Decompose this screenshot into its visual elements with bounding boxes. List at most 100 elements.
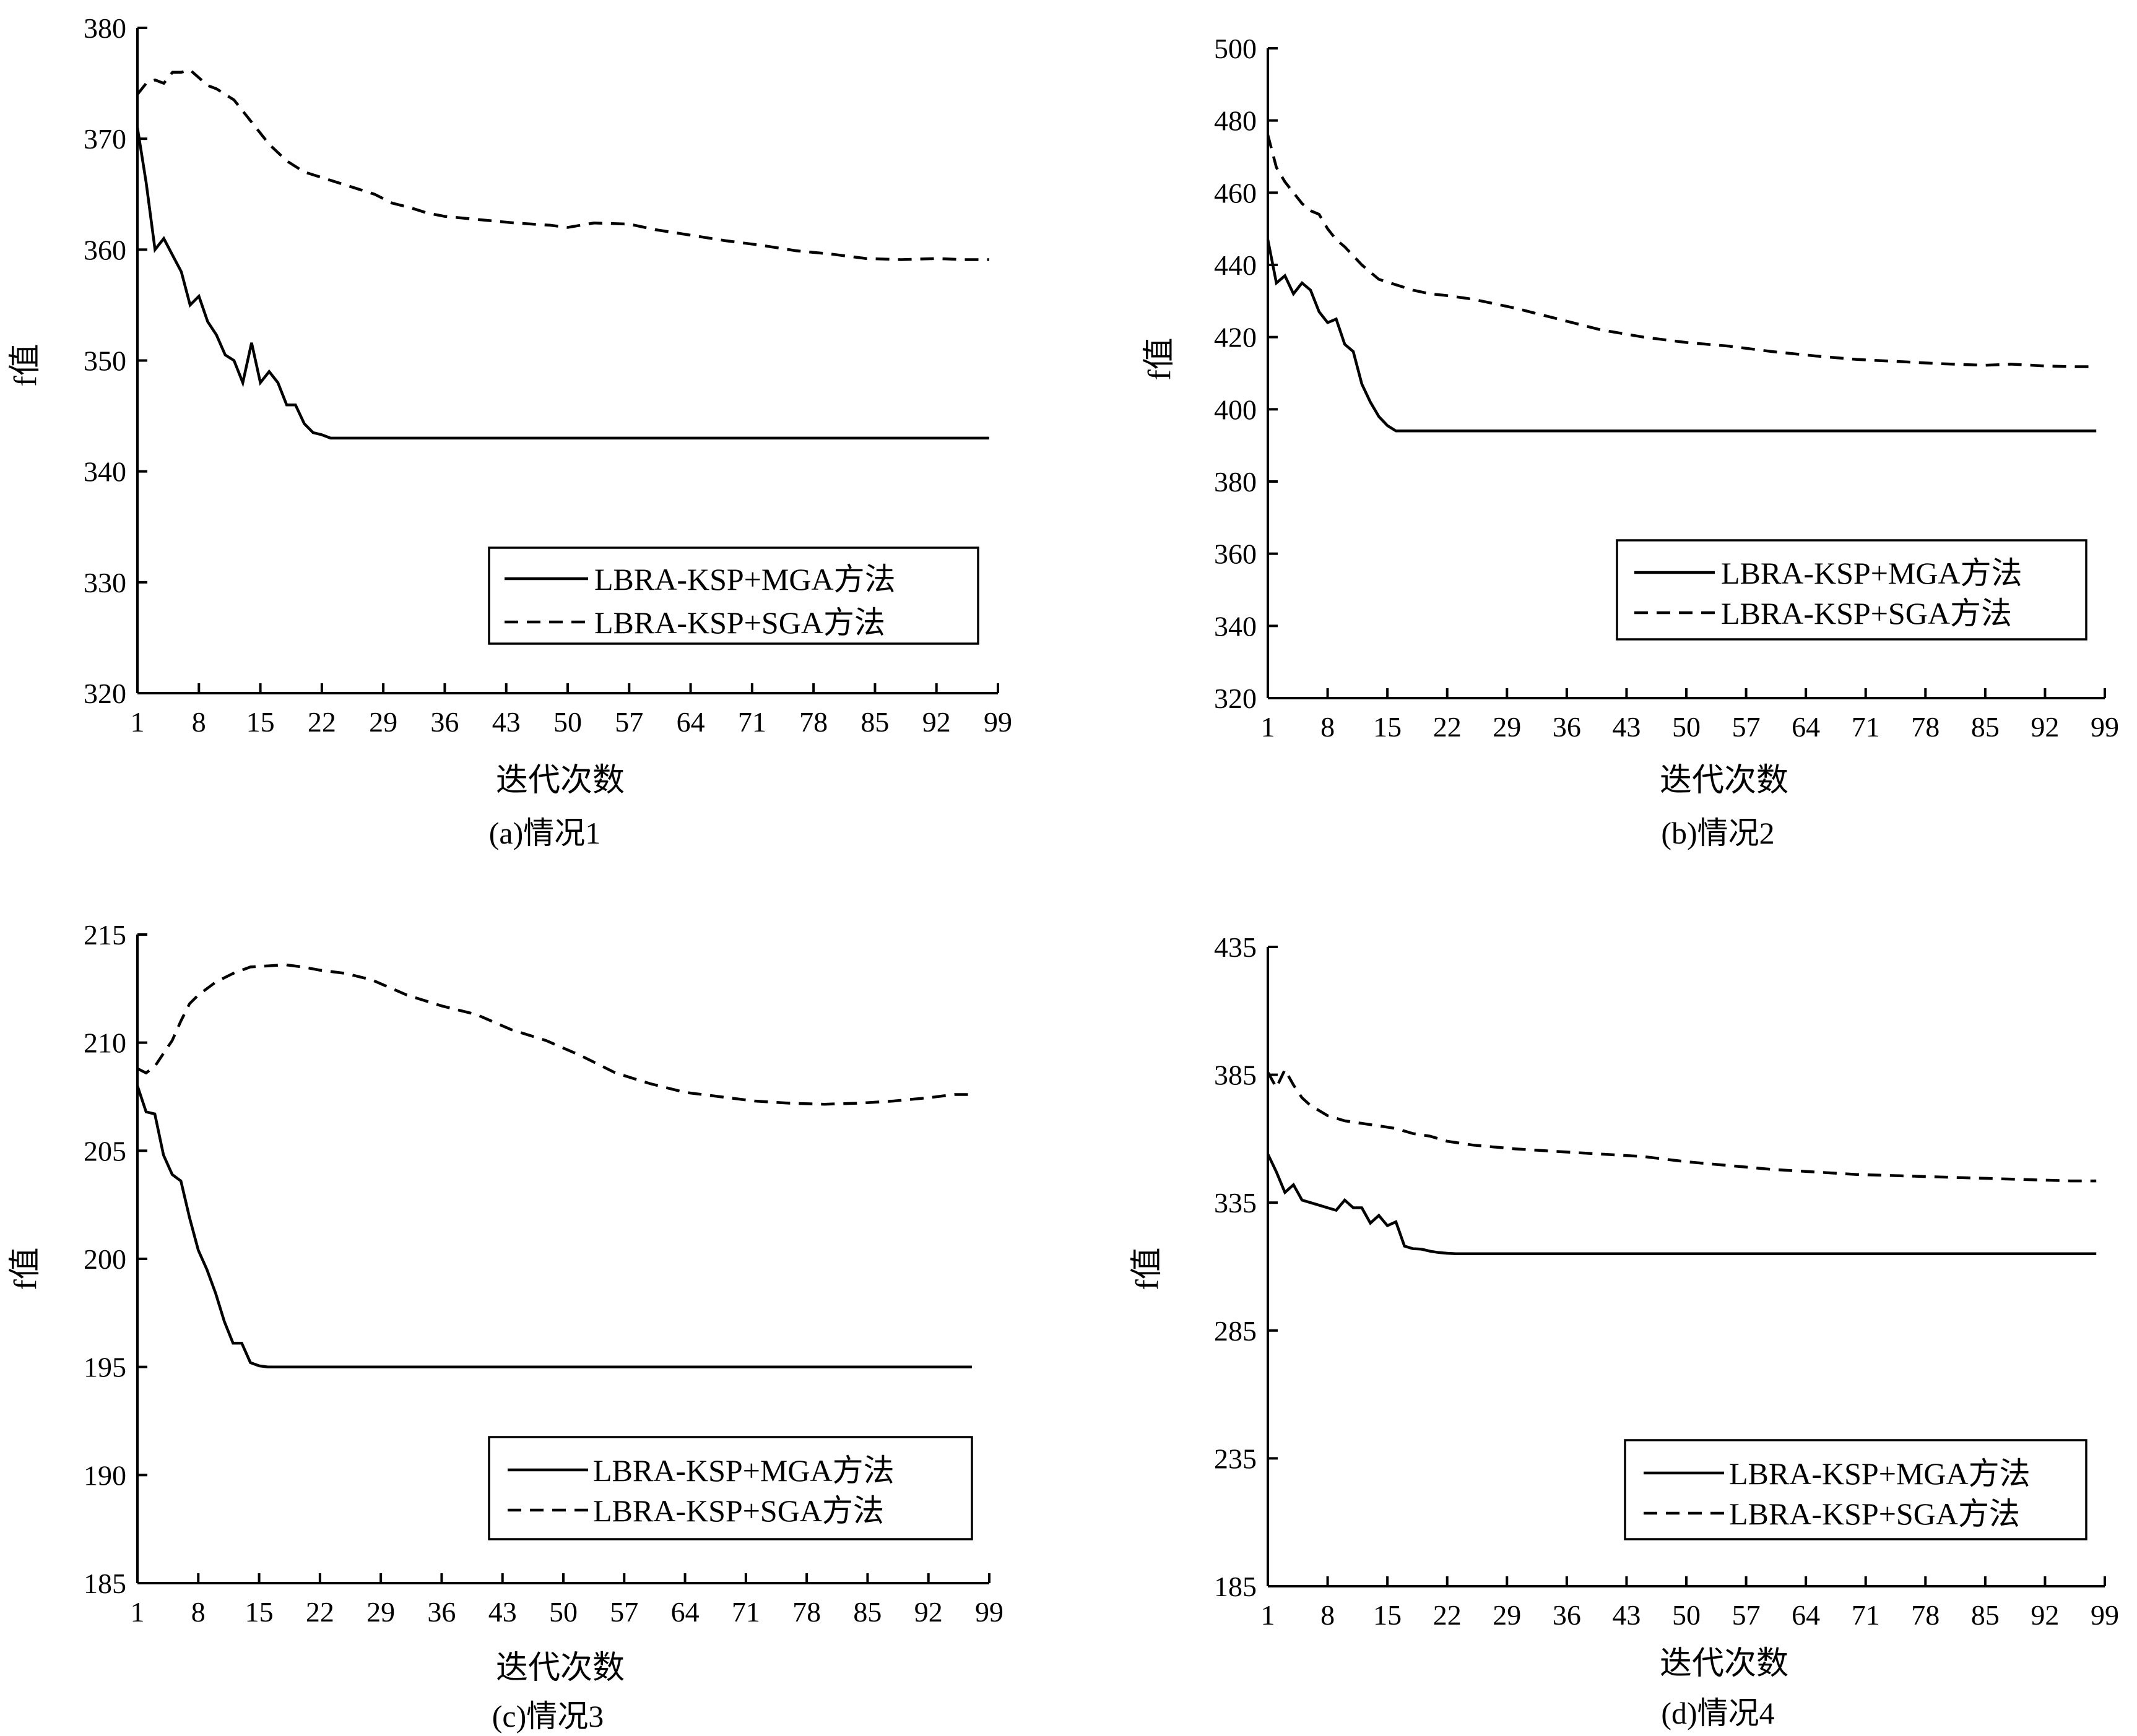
series-sga-line-b — [1266, 134, 2097, 368]
x-tick-label-b: 50 — [1672, 711, 1701, 743]
legend-label-mga-d: LBRA-KSP+MGA方法 — [1729, 1456, 2031, 1491]
x-tick-label-c: 78 — [792, 1596, 821, 1628]
y-tick-label-d: 385 — [1214, 1060, 1257, 1091]
x-tick-label-b: 99 — [2091, 711, 2119, 743]
y-tick-label-a: 370 — [84, 123, 126, 155]
y-tick-label-c: 210 — [84, 1027, 126, 1059]
legend-label-sga-a: LBRA-KSP+SGA方法 — [594, 605, 885, 640]
y-tick-label-c: 215 — [84, 919, 126, 951]
x-tick-label-a: 43 — [492, 706, 521, 738]
x-axis-label-b: 迭代次数 — [1660, 763, 1788, 798]
x-tick-label-c: 36 — [427, 1596, 456, 1628]
x-tick-label-a: 85 — [860, 706, 889, 738]
x-axis-label-a: 迭代次数 — [496, 763, 625, 798]
plot-area-c: 185 190 195 200 205 210 215 1 8 15 22 29 36 43 50 57 64 7… — [84, 919, 1003, 1628]
x-tick-label-c: 29 — [366, 1596, 395, 1628]
x-tick-label-b: 22 — [1433, 711, 1462, 743]
series-sga-line-d — [1267, 1066, 2097, 1183]
x-tick-label-b: 15 — [1373, 711, 1402, 743]
y-tick-label-b: 440 — [1214, 249, 1257, 281]
chart-panel-a: 320 330 340 350 360 370 380 1 8 15 22 29 36 43 50 57 64 7… — [8, 12, 1012, 850]
legend-label-mga-b: LBRA-KSP+MGA方法 — [1721, 556, 2022, 590]
legend-label-sga-c: LBRA-KSP+SGA方法 — [593, 1493, 884, 1528]
x-tick-label-a: 1 — [131, 706, 145, 738]
x-tick-label-a: 50 — [553, 706, 582, 738]
x-tick-label-a: 78 — [799, 706, 828, 738]
y-tick-label-b: 380 — [1214, 466, 1257, 498]
caption-b: (b)情况2 — [1661, 816, 1774, 850]
caption-d: (d)情况4 — [1661, 1696, 1774, 1730]
series-mga-line-b — [1266, 239, 2097, 433]
x-tick-label-a: 99 — [984, 706, 1012, 738]
y-tick-label-a: 350 — [84, 345, 126, 377]
x-tick-label-a: 29 — [369, 706, 397, 738]
legend-a: LBRA-KSP+MGA方法 LBRA-KSP+SGA方法 — [488, 546, 979, 645]
x-axis-label-c: 迭代次数 — [496, 1651, 625, 1686]
y-tick-label-a: 380 — [84, 12, 126, 44]
x-tick-label-a: 71 — [738, 706, 766, 738]
y-tick-label-c: 185 — [84, 1568, 126, 1599]
y-tick-label-b: 400 — [1214, 394, 1257, 425]
x-tick-label-d: 78 — [1911, 1599, 1940, 1631]
x-tick-label-c: 64 — [671, 1596, 700, 1628]
y-tick-label-d: 285 — [1214, 1315, 1257, 1347]
x-tick-label-b: 71 — [1852, 711, 1880, 743]
y-tick-label-d: 435 — [1214, 931, 1257, 963]
x-tick-label-b: 64 — [1792, 711, 1820, 743]
x-tick-label-d: 99 — [2091, 1599, 2119, 1631]
x-tick-label-c: 43 — [488, 1596, 517, 1628]
x-tick-label-a: 36 — [430, 706, 459, 738]
y-tick-label-a: 330 — [84, 567, 126, 598]
y-tick-label-b: 320 — [1214, 683, 1257, 714]
legend-box-a — [488, 546, 979, 645]
plot-area-a: 320 330 340 350 360 370 380 1 8 15 22 29 36 43 50 57 64 7… — [84, 12, 1012, 738]
x-axis-label-d: 迭代次数 — [1660, 1646, 1788, 1682]
y-tick-label-b: 340 — [1214, 610, 1257, 642]
x-tick-label-b: 78 — [1911, 711, 1940, 743]
y-tick-label-c: 195 — [84, 1352, 126, 1383]
legend-box-d — [1624, 1439, 2087, 1540]
y-tick-label-b: 500 — [1214, 33, 1257, 64]
x-tick-label-b: 8 — [1320, 711, 1335, 743]
chart-panel-d: 185 235 285 335 385 435 1 8 15 22 29 36 43 50 57 64 71 78… — [1130, 931, 2119, 1730]
x-tick-label-a: 64 — [677, 706, 705, 738]
legend-d: LBRA-KSP+MGA方法 LBRA-KSP+SGA方法 — [1624, 1439, 2087, 1540]
y-tick-label-d: 335 — [1214, 1187, 1257, 1219]
y-tick-label-b: 480 — [1214, 105, 1257, 137]
chart-panel-b: 320 340 360 380 400 420 440 460 480 500 1 8 15 22 29 36… — [1142, 33, 2119, 850]
x-tick-label-d: 57 — [1732, 1599, 1761, 1631]
legend-label-sga-b: LBRA-KSP+SGA方法 — [1721, 596, 2012, 631]
plot-area-b: 320 340 360 380 400 420 440 460 480 500 1 8 15 22 29 36… — [1214, 33, 2119, 743]
x-tick-label-a: 8 — [192, 706, 206, 738]
caption-c: (c)情况3 — [492, 1699, 604, 1734]
legend-label-mga-a: LBRA-KSP+MGA方法 — [594, 562, 896, 597]
x-tick-label-c: 57 — [610, 1596, 638, 1628]
x-tick-label-d: 85 — [1971, 1599, 2000, 1631]
y-tick-label-a: 320 — [84, 678, 126, 709]
y-tick-label-a: 340 — [84, 456, 126, 488]
x-tick-label-c: 22 — [306, 1596, 334, 1628]
x-tick-label-c: 1 — [131, 1596, 145, 1628]
x-tick-label-c: 15 — [245, 1596, 274, 1628]
x-tick-label-d: 22 — [1433, 1599, 1462, 1631]
x-tick-label-d: 92 — [2031, 1599, 2059, 1631]
x-tick-label-c: 71 — [732, 1596, 760, 1628]
y-axis-label-b: f值 — [1142, 337, 1177, 380]
x-tick-label-b: 29 — [1493, 711, 1521, 743]
y-tick-label-b: 360 — [1214, 538, 1257, 570]
x-tick-label-d: 71 — [1852, 1599, 1880, 1631]
series-mga-line-c — [136, 1085, 972, 1368]
x-tick-label-b: 57 — [1732, 711, 1761, 743]
legend-b: LBRA-KSP+MGA方法 LBRA-KSP+SGA方法 — [1616, 539, 2087, 641]
legend-box-b — [1616, 539, 2087, 641]
x-tick-label-a: 22 — [308, 706, 336, 738]
x-tick-label-b: 36 — [1553, 711, 1581, 743]
x-tick-label-a: 92 — [922, 706, 951, 738]
x-tick-label-d: 36 — [1553, 1599, 1581, 1631]
legend-label-sga-d: LBRA-KSP+SGA方法 — [1729, 1496, 2020, 1531]
plot-area-d: 185 235 285 335 385 435 1 8 15 22 29 36 43 50 57 64 71 78… — [1214, 931, 2119, 1631]
legend-box-c — [488, 1436, 973, 1540]
x-tick-label-b: 85 — [1971, 711, 2000, 743]
y-tick-label-d: 235 — [1214, 1443, 1257, 1474]
x-tick-label-a: 15 — [246, 706, 275, 738]
